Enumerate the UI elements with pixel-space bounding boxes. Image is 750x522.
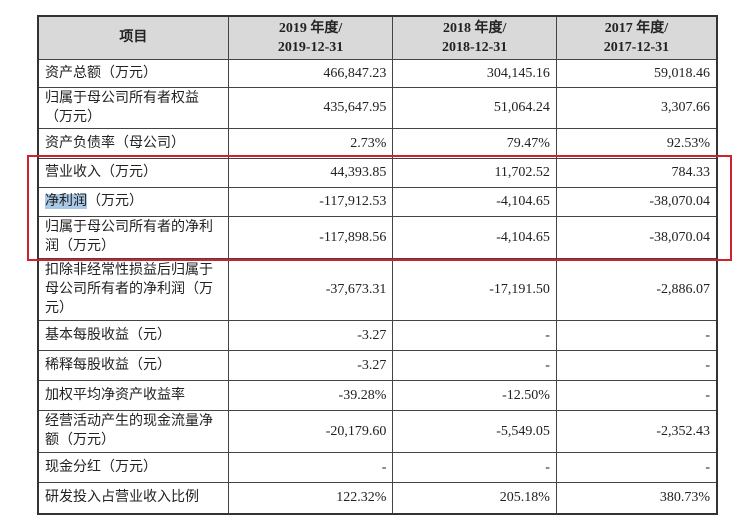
value-cell: -4,104.65 [392, 186, 557, 217]
row-label: 资产总额（万元） [37, 58, 229, 88]
header-date: 2017-12-31 [603, 39, 670, 55]
header-date: 2019-12-31 [277, 39, 344, 55]
value-cell: -5,549.05 [392, 409, 557, 453]
value-cell: -39.28% [227, 379, 394, 411]
row-label: 归属于母公司所有者权益（万元） [37, 86, 229, 129]
highlighted-text: 净利润 [45, 194, 87, 209]
header-label: 项目 [119, 30, 148, 46]
row-label: 经营活动产生的现金流量净额（万元） [37, 409, 229, 453]
table-row: 归属于母公司所有者的净利润（万元） -117,898.56 -4,104.65 -38… [37, 215, 718, 259]
value-cell: - [555, 319, 718, 351]
row-label-text: 扣除非经常性损益后归属于母公司所有者的净利润（万元） [45, 262, 213, 316]
value-cell: -38,070.04 [555, 186, 718, 217]
row-label: 加权平均净资产收益率 [37, 379, 229, 411]
value-cell: -3.27 [227, 349, 394, 381]
value-cell: -37,673.31 [227, 257, 394, 321]
value-cell: -20,179.60 [227, 409, 394, 453]
header-year: 2018 年度/ [442, 20, 507, 36]
header-year: 2019 年度/ [278, 20, 343, 36]
table-row: 净利润（万元） -117,912.53 -4,104.65 -38,070.04 [37, 186, 718, 217]
value-cell: 92.53% [555, 127, 718, 159]
value-cell: 79.47% [392, 127, 557, 159]
table-row: 扣除非经常性损益后归属于母公司所有者的净利润（万元） -37,673.31 -17,… [37, 257, 718, 321]
row-label: 研发投入占营业收入比例 [37, 481, 229, 515]
value-cell: -117,898.56 [227, 215, 394, 259]
value-cell: - [227, 451, 394, 483]
value-cell: -38,070.04 [555, 215, 718, 259]
value-cell: 2.73% [227, 127, 394, 159]
row-label-text: 经营活动产生的现金流量净额（万元） [45, 414, 213, 448]
value-cell: 44,393.85 [227, 157, 394, 188]
table-row: 经营活动产生的现金流量净额（万元） -20,179.60 -5,549.05 -2,3… [37, 409, 718, 453]
table-row: 基本每股收益（元） -3.27- - [37, 319, 718, 351]
row-label-text: 资产总额（万元） [45, 65, 157, 81]
value-cell: 11,702.52 [392, 157, 557, 188]
row-label: 营业收入（万元） [37, 157, 229, 188]
table-row: 现金分红（万元） - - - [37, 451, 718, 483]
header-2019: 2019 年度/2019-12-31 [227, 15, 394, 60]
value-cell: - [555, 349, 718, 381]
header-date: 2018-12-31 [441, 39, 508, 55]
table-row: 研发投入占营业收入比例 122.32% 205.18% 380.73% [37, 481, 718, 515]
value-cell: -3.27 [227, 319, 394, 351]
value-cell: - [555, 379, 718, 411]
row-label: 资产负债率（母公司） [37, 127, 229, 159]
value-cell: -2,886.07 [555, 257, 718, 321]
value-cell: 784.33 [555, 157, 718, 188]
value-cell: -12.50% [392, 379, 557, 411]
value-cell: 466,847.23 [227, 58, 394, 88]
value-cell: 51,064.24 [392, 86, 557, 129]
row-label-text: 资产负债率（母公司） [45, 135, 185, 151]
row-label: 基本每股收益（元） [37, 319, 229, 351]
value-cell: - [392, 319, 557, 351]
value-cell: - [555, 451, 718, 483]
row-label-text: 营业收入（万元） [45, 165, 157, 180]
table-row: 资产负债率（母公司） 2.73% 79.47% 92.53% [37, 127, 718, 159]
row-label-text: 研发投入占营业收入比例 [45, 490, 199, 506]
value-cell: 122.32% [227, 481, 394, 515]
value-cell: - [392, 451, 557, 483]
row-label-text: 稀释每股收益（元） [45, 357, 171, 373]
value-cell: 59,018.46 [555, 58, 718, 88]
value-cell: - [392, 349, 557, 381]
row-label: 扣除非经常性损益后归属于母公司所有者的净利润（万元） [37, 257, 229, 321]
table-row: 稀释每股收益（元） -3.27- - [37, 349, 718, 381]
header-2017: 2017 年度/2017-12-31 [555, 15, 718, 60]
table-row: 营业收入（万元） 44,393.85 11,702.52 784.33 [37, 157, 718, 188]
row-label-text: 现金分红（万元） [45, 459, 157, 475]
row-label-text: 基本每股收益（元） [45, 327, 171, 343]
header-item: 项目 [37, 15, 229, 60]
value-cell: 380.73% [555, 481, 718, 515]
financial-summary-table: 项目 2019 年度/2019-12-31 2018 年度/2018-12-31… [37, 15, 718, 515]
row-label-text: 加权平均净资产收益率 [45, 387, 185, 403]
value-cell: -117,912.53 [227, 186, 394, 217]
header-year: 2017 年度/ [604, 20, 669, 36]
header-row: 项目 2019 年度/2019-12-31 2018 年度/2018-12-31… [37, 15, 718, 60]
table-row: 归属于母公司所有者权益（万元） 435,647.95 51,064.24 3,307.… [37, 86, 718, 129]
value-cell: 205.18% [392, 481, 557, 515]
value-cell: 435,647.95 [227, 86, 394, 129]
row-label-text: 归属于母公司所有者的净利润（万元） [45, 220, 213, 254]
table-row: 资产总额（万元） 466,847.23 304,145.16 59,018.46 [37, 58, 718, 88]
row-label: 净利润（万元） [37, 186, 229, 217]
table-row: 加权平均净资产收益率 -39.28% -12.50% - [37, 379, 718, 411]
value-cell: 3,307.66 [555, 86, 718, 129]
header-2018: 2018 年度/2018-12-31 [392, 15, 557, 60]
value-cell: -4,104.65 [392, 215, 557, 259]
row-label: 现金分红（万元） [37, 451, 229, 483]
row-label-text: （万元） [87, 194, 143, 209]
value-cell: -2,352.43 [555, 409, 718, 453]
value-cell: 304,145.16 [392, 58, 557, 88]
row-label: 稀释每股收益（元） [37, 349, 229, 381]
row-label: 归属于母公司所有者的净利润（万元） [37, 215, 229, 259]
value-cell: -17,191.50 [392, 257, 557, 321]
row-label-text: 归属于母公司所有者权益（万元） [45, 90, 199, 125]
